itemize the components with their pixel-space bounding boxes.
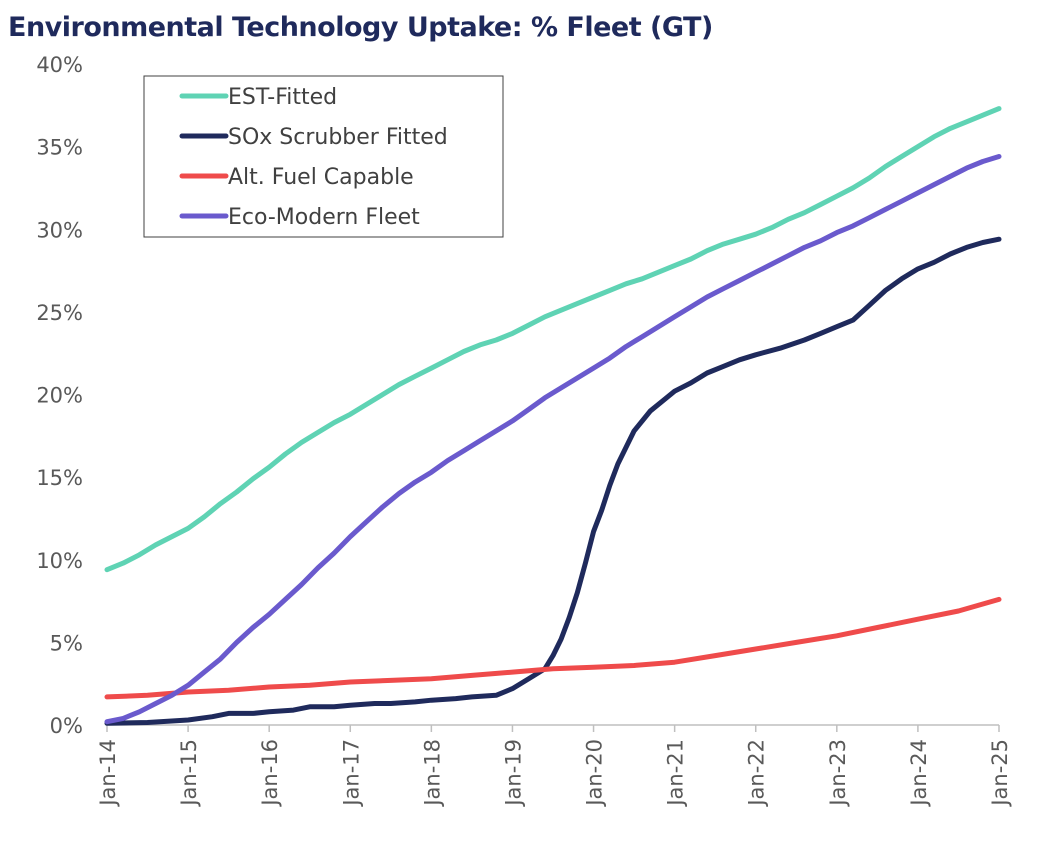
legend-label: EST-Fitted <box>228 85 337 110</box>
x-tick-label: Jan-24 <box>907 739 931 808</box>
x-tick-label: Jan-17 <box>339 739 363 808</box>
series-line-0 <box>104 106 1002 573</box>
x-tick-label: Jan-16 <box>258 739 282 808</box>
x-tick-label: Jan-22 <box>745 739 769 808</box>
y-tick-label: 0% <box>50 714 83 738</box>
chart-title: Environmental Technology Uptake: % Fleet… <box>8 12 713 43</box>
y-tick-label: 35% <box>36 136 83 160</box>
y-tick-label: 40% <box>36 53 83 77</box>
x-tick-label: Jan-15 <box>177 739 201 808</box>
y-tick-label: 20% <box>36 384 83 408</box>
series-line-2 <box>104 596 1002 700</box>
x-tick-label: Jan-25 <box>988 739 1012 808</box>
x-tick-label: Jan-21 <box>664 739 688 808</box>
series-lines <box>104 106 1002 726</box>
y-axis-tick-labels: 0% 5% 10% 15% 20% 25% 30% 35% 40% <box>36 53 83 738</box>
x-tick-label: Jan-23 <box>826 739 850 808</box>
x-axis-tick-labels: Jan-14 Jan-15 Jan-16 Jan-17 Jan-18 Jan-19 Jan-… <box>96 739 1012 808</box>
y-tick-label: 10% <box>36 549 83 573</box>
x-tick-label: Jan-18 <box>420 739 444 808</box>
legend-label: SOx Scrubber Fitted <box>228 125 448 150</box>
series-line-3 <box>104 154 1002 725</box>
legend-label: Eco-Modern Fleet <box>228 205 420 230</box>
y-tick-label: 5% <box>50 631 83 655</box>
y-tick-label: 25% <box>36 301 83 325</box>
legend-label: Alt. Fuel Capable <box>228 165 414 190</box>
x-tick-label: Jan-14 <box>96 739 120 808</box>
legend: EST-Fitted SOx Scrubber Fitted Alt. Fuel C… <box>143 75 504 238</box>
x-tick-label: Jan-20 <box>583 739 607 808</box>
y-tick-label: 30% <box>36 218 83 242</box>
x-axis-tick-marks <box>106 725 1000 732</box>
y-tick-label: 15% <box>36 466 83 490</box>
legend-box <box>143 75 504 238</box>
x-tick-label: Jan-19 <box>501 739 525 808</box>
series-line-1 <box>104 236 1002 726</box>
